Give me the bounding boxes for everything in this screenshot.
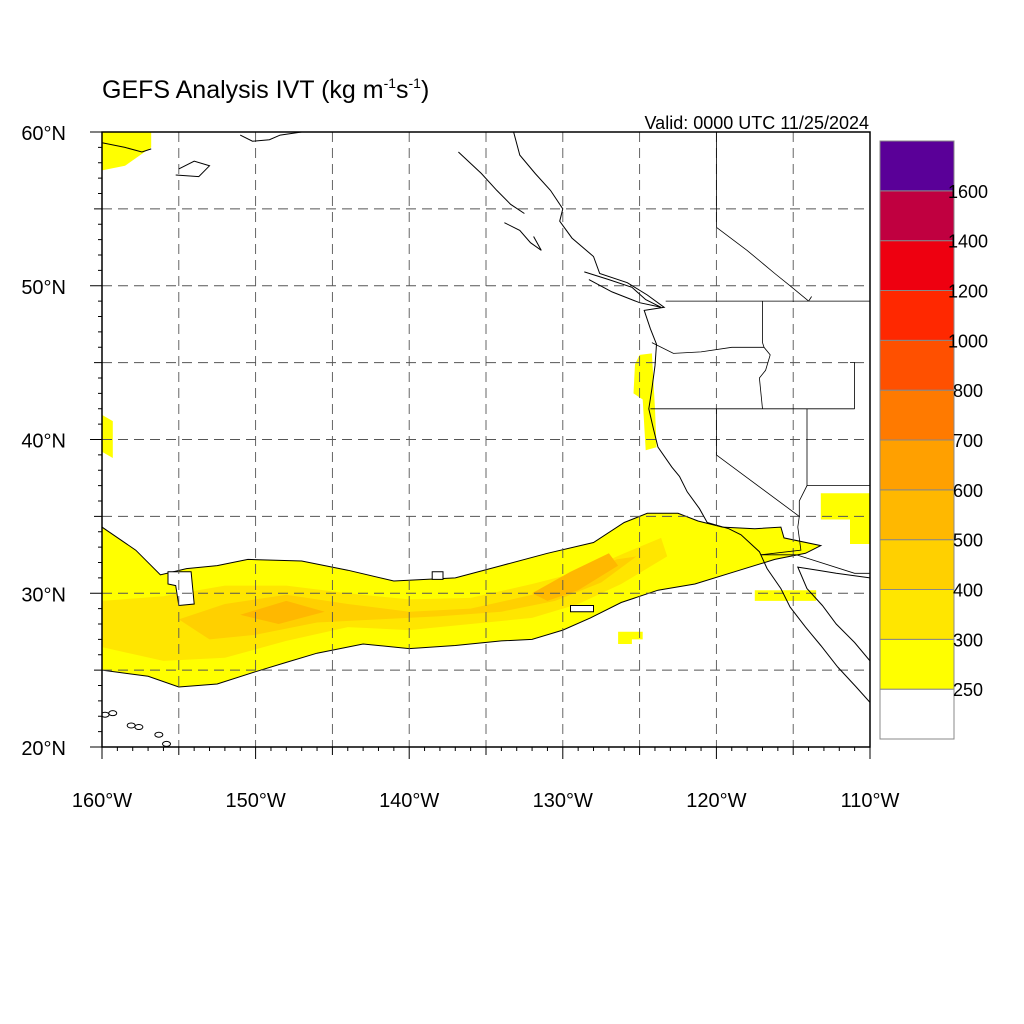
border-10 <box>808 296 812 302</box>
latitude-labels: 20°N 30°N 40°N 50°N 60°N <box>21 123 66 760</box>
colorbar-box-1200 <box>879 240 955 292</box>
coastline-5 <box>102 142 152 153</box>
ivt-hole-2 <box>431 571 444 580</box>
ivt-field <box>102 132 870 688</box>
colorbar-label: 400 <box>953 581 983 601</box>
ivt-region-ar-peak-east <box>532 553 619 601</box>
coastline-2 <box>458 151 525 214</box>
colorbar-label: 1600 <box>948 182 988 202</box>
colorbar-label: 250 <box>953 680 983 700</box>
coastline-7 <box>239 132 302 142</box>
colorbar-label: 1000 <box>948 331 988 351</box>
colorbar-label: 1200 <box>948 282 988 302</box>
map-title: GEFS Analysis IVT (kg m-1s-1) <box>102 75 429 104</box>
colorbar-box-600 <box>879 439 955 491</box>
colorbar-box-400 <box>879 539 955 591</box>
island-hawaii-4 <box>154 731 164 738</box>
colorbar-label: 300 <box>953 630 983 650</box>
colorbar-label: 700 <box>953 431 983 451</box>
longitude-labels: 160°W 150°W 140°W 130°W 120°W 110°W <box>72 790 900 812</box>
colorbar-box-1400 <box>879 190 955 242</box>
lat-tick-label: 20°N <box>21 738 66 760</box>
colorbar-box-below <box>879 688 955 740</box>
lon-tick-label: 140°W <box>379 790 439 812</box>
map-content <box>102 132 870 747</box>
lon-tick-label: 120°W <box>686 790 746 812</box>
coastline-4 <box>584 271 662 308</box>
axis-ticks <box>90 131 871 759</box>
colorbar-box-300 <box>879 589 955 640</box>
gridlines <box>102 132 870 747</box>
lat-tick-label: 60°N <box>21 123 66 145</box>
colorbar-box-800 <box>879 339 955 391</box>
ivt-region-west-edge-blob <box>102 414 113 458</box>
colorbar-label: 800 <box>953 381 983 401</box>
state-borders <box>650 132 870 574</box>
border-2 <box>651 342 764 354</box>
border-4 <box>716 408 800 517</box>
colorbar-box-1600 <box>879 140 955 192</box>
colorbar-box-700 <box>879 389 955 441</box>
border-6 <box>850 362 855 409</box>
coastline-0 <box>513 132 870 703</box>
island-hawaii-3 <box>134 724 144 731</box>
valid-time: Valid: 0000 UTC 11/25/2024 <box>645 113 869 133</box>
lon-tick-label: 130°W <box>533 790 593 812</box>
ivt-region-south-patch <box>618 631 643 644</box>
coastline-6 <box>175 160 211 178</box>
ivt-region-interior-patch <box>820 493 870 544</box>
colorbar-label: 600 <box>953 481 983 501</box>
coastline-1 <box>796 566 870 662</box>
border-8 <box>760 554 870 574</box>
coastline-3 <box>504 222 542 251</box>
border-9 <box>716 132 809 302</box>
lon-tick-label: 110°W <box>841 790 900 812</box>
lat-tick-label: 40°N <box>21 431 66 453</box>
coastlines <box>102 132 870 747</box>
lat-tick-label: 50°N <box>21 277 66 299</box>
island-hawaii-1 <box>108 710 118 717</box>
colorbar-label: 500 <box>953 531 983 551</box>
colorbar-box-500 <box>879 489 955 541</box>
ivt-region-alaska-edge <box>102 132 152 171</box>
lon-tick-label: 150°W <box>225 790 285 812</box>
lat-tick-label: 30°N <box>21 584 66 606</box>
colorbar-label: 1400 <box>948 232 988 252</box>
colorbar-box-1000 <box>879 290 955 341</box>
ivt-region-baja-patch <box>754 590 817 601</box>
lon-tick-label: 160°W <box>72 790 132 812</box>
border-1 <box>758 301 771 409</box>
ivt-region-ar-peak <box>240 600 325 624</box>
colorbar-box-250 <box>879 638 955 690</box>
ivt-hole-1 <box>570 605 594 613</box>
colorbar: 250 300 400 500 600 700 800 1000 1200 1400 1600 <box>879 140 988 740</box>
